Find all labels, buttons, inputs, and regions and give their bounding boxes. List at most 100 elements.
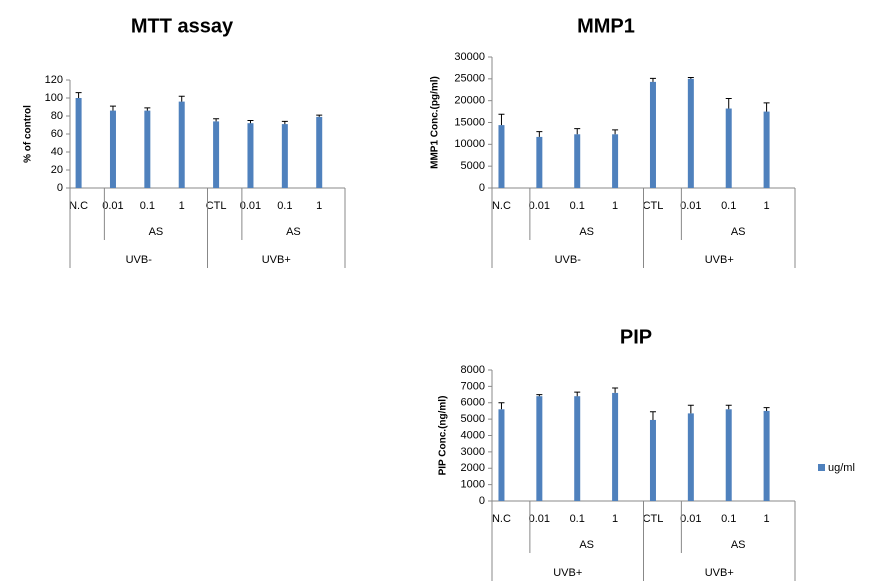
bar (687, 78, 694, 188)
y-tick-label: 0 (57, 182, 63, 194)
x-tick-label: 0.1 (721, 513, 736, 525)
x-tick-label: 0.01 (529, 513, 550, 525)
bar (763, 410, 770, 501)
error-bar (498, 113, 505, 126)
error-bar (763, 102, 770, 112)
error-bar (75, 92, 82, 98)
y-tick-label: 1000 (461, 479, 485, 491)
x-tick-label: 1 (612, 200, 618, 212)
bar (725, 108, 732, 188)
bar (612, 134, 619, 188)
y-tick-label: 15000 (454, 116, 485, 128)
y-tick-label: 3000 (461, 446, 485, 458)
x-tick-label: 1 (612, 513, 618, 525)
bar (574, 134, 581, 188)
error-bar (612, 129, 619, 135)
legend-label: ug/ml (828, 462, 855, 474)
bar (649, 419, 656, 501)
y-tick-label: 20 (51, 164, 63, 176)
group-label: UVB+ (705, 254, 734, 266)
x-tick-label: 0.1 (140, 200, 155, 212)
x-tick-label: N.C (492, 513, 511, 525)
bar (178, 101, 185, 188)
bar (144, 110, 151, 188)
x-tick-label: 1 (179, 200, 185, 212)
error-bar (536, 394, 543, 397)
error-bar (536, 131, 543, 137)
x-tick-label: CTL (643, 513, 664, 525)
bar (316, 116, 323, 188)
y-tick-label: 60 (51, 128, 63, 140)
y-tick-label: 7000 (461, 380, 485, 392)
group-label: UVB+ (553, 567, 582, 579)
y-tick-label: 120 (45, 74, 63, 86)
bar (649, 81, 656, 188)
error-bar (725, 97, 732, 109)
y-tick-label: 5000 (461, 413, 485, 425)
error-bar (109, 105, 116, 111)
error-bar (316, 114, 323, 117)
error-bar (281, 120, 288, 125)
error-bar (574, 391, 581, 397)
bar (687, 413, 694, 501)
bar (574, 396, 581, 501)
bar (498, 409, 505, 501)
bar (763, 111, 770, 188)
subgroup-label: AS (579, 539, 594, 551)
bar (612, 392, 619, 501)
subgroup-label: AS (286, 226, 301, 238)
group-label: UVB- (555, 254, 582, 266)
y-tick-label: 20000 (454, 95, 485, 107)
error-bar (498, 402, 505, 410)
x-tick-label: 0.01 (680, 513, 701, 525)
chart-title: MMP1 (577, 15, 635, 37)
bar (213, 121, 220, 188)
y-axis-label: PIP Conc.(ng/ml) (438, 396, 449, 476)
y-tick-label: 0 (479, 182, 485, 194)
x-tick-label: 0.1 (721, 200, 736, 212)
group-label: UVB+ (705, 567, 734, 579)
bar (281, 124, 288, 188)
bar (725, 409, 732, 501)
x-tick-label: 0.1 (570, 513, 585, 525)
bar (75, 98, 82, 188)
group-label: UVB- (126, 254, 153, 266)
x-tick-label: 0.01 (529, 200, 550, 212)
y-tick-label: 6000 (461, 397, 485, 409)
error-bar (612, 387, 619, 393)
y-tick-label: 80 (51, 110, 63, 122)
error-bar (144, 107, 151, 111)
error-bar (687, 404, 694, 414)
y-tick-label: 4000 (461, 429, 485, 441)
error-bar (247, 120, 254, 124)
x-tick-label: CTL (643, 200, 664, 212)
subgroup-label: AS (579, 226, 594, 238)
x-tick-label: CTL (206, 200, 227, 212)
error-bar (649, 411, 656, 420)
chart-title: PIP (620, 326, 652, 348)
subgroup-label: AS (731, 539, 746, 551)
x-tick-label: 1 (316, 200, 322, 212)
error-bar (725, 404, 732, 410)
subgroup-label: AS (149, 226, 164, 238)
y-tick-label: 30000 (454, 51, 485, 63)
y-tick-label: 25000 (454, 73, 485, 85)
y-tick-label: 5000 (461, 160, 485, 172)
bar (536, 396, 543, 501)
x-tick-label: 1 (764, 200, 770, 212)
y-tick-label: 100 (45, 92, 63, 104)
bar (536, 136, 543, 188)
y-tick-label: 2000 (461, 462, 485, 474)
legend-swatch (818, 464, 825, 471)
x-tick-label: N.C (492, 200, 511, 212)
y-axis-label: MMP1 Conc.(pg/ml) (430, 76, 441, 169)
subgroup-label: AS (731, 226, 746, 238)
error-bar (178, 95, 185, 102)
error-bar (763, 407, 770, 411)
y-tick-label: 10000 (454, 138, 485, 150)
group-label: UVB+ (262, 254, 291, 266)
error-bar (649, 77, 656, 82)
error-bar (574, 128, 581, 135)
chart-title: MTT assay (131, 15, 234, 37)
